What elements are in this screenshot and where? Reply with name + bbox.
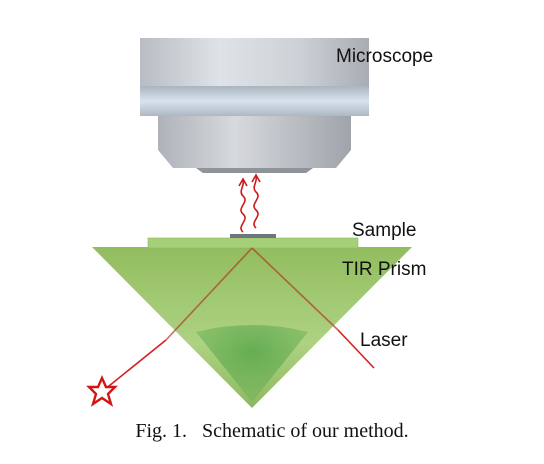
laser-reflected-inside <box>251 247 339 331</box>
laser-label: Laser <box>360 330 408 351</box>
microscope-label: Microscope <box>336 46 433 67</box>
microscope-band <box>140 86 369 116</box>
red-star-icon <box>86 375 118 407</box>
microscope-objective <box>158 116 351 168</box>
microscope-lens <box>196 168 313 173</box>
prism-label: TIR Prism <box>342 259 426 280</box>
figure-caption: Fig. 1. Schematic of our method. <box>135 420 409 442</box>
sample <box>230 234 276 238</box>
laser-reflected-outside <box>337 329 375 369</box>
sample-label: Sample <box>352 220 416 241</box>
microscope-body <box>140 38 369 86</box>
laser-beam <box>103 247 375 391</box>
laser-incident-inside <box>165 247 253 341</box>
wavy-arrow-icon <box>238 173 261 233</box>
sample-slide <box>147 237 359 249</box>
tir-prism <box>92 247 412 408</box>
laser-incident-outside <box>103 339 167 391</box>
microscope <box>140 38 369 173</box>
prism-inner-volume <box>196 325 308 402</box>
